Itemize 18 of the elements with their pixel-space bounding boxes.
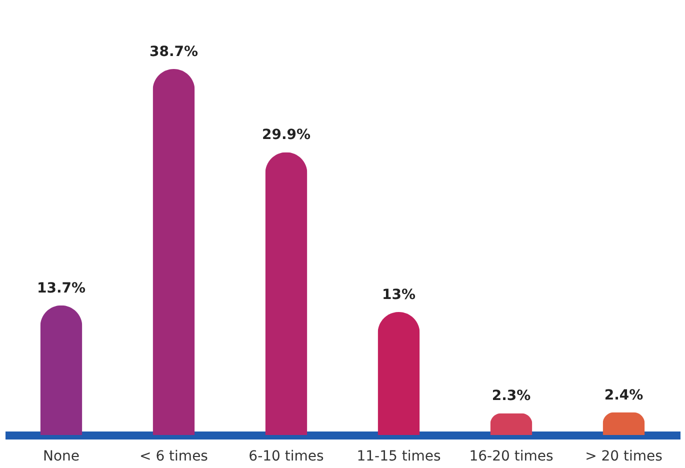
bar [40, 305, 82, 435]
data-label: 38.7% [149, 44, 198, 60]
bar [152, 69, 195, 435]
bar [602, 412, 645, 435]
data-label: 13.7% [36, 280, 86, 296]
x-tick-label: > 20 times [585, 448, 662, 464]
x-tick-label: 6-10 times [248, 448, 324, 464]
x-tick-label: 16-20 times [469, 448, 554, 464]
bar [265, 152, 308, 435]
bar [490, 413, 532, 435]
x-tick-label: None [42, 448, 80, 464]
data-label: 29.9% [262, 127, 311, 144]
x-tick-label: 11-15 times [356, 448, 441, 464]
x-tick-label: < 6 times [140, 448, 208, 464]
data-label: 2.3% [492, 388, 531, 404]
bar [378, 312, 420, 435]
data-label: 2.4% [604, 387, 644, 404]
data-label: 13% [382, 287, 416, 304]
